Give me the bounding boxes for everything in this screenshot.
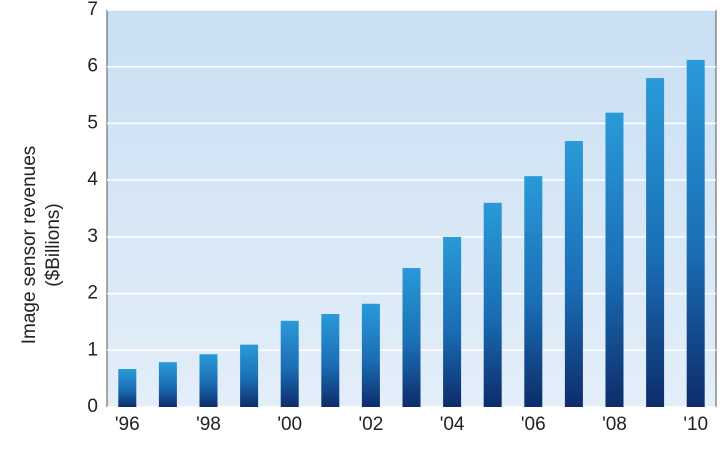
y-tick-label: 2 [87, 283, 98, 304]
y-tick-label: 0 [87, 396, 98, 417]
x-tick-label: '98 [196, 414, 221, 435]
bar [199, 354, 218, 407]
bar [605, 112, 624, 407]
bar [686, 59, 705, 408]
bar [158, 362, 177, 407]
bar [402, 268, 421, 407]
y-axis-label: Image sensor revenues [19, 146, 40, 345]
y-tick-label: 3 [87, 226, 98, 247]
bar [118, 369, 137, 407]
x-tick-label: '06 [521, 414, 546, 435]
y-tick-label: 5 [87, 112, 98, 133]
y-tick-label: 6 [87, 56, 98, 77]
y-tick-label: 4 [87, 169, 98, 190]
x-tick-label: '02 [359, 414, 384, 435]
bar [443, 236, 462, 407]
bar [321, 313, 340, 407]
bar [240, 344, 259, 407]
y-tick-label: 7 [87, 0, 98, 20]
x-tick-label: '96 [115, 414, 140, 435]
bar [483, 202, 502, 407]
bar [646, 78, 665, 408]
x-tick-label: '10 [683, 414, 708, 435]
y-tick-label: 1 [87, 339, 98, 360]
bar [524, 176, 543, 407]
bar [280, 320, 299, 407]
bar [564, 141, 583, 407]
x-tick-label: '04 [440, 414, 465, 435]
x-tick-label: '08 [602, 414, 627, 435]
bar [361, 303, 380, 407]
y-axis-label: ($Billions) [43, 203, 64, 286]
x-tick-label: '00 [277, 414, 302, 435]
